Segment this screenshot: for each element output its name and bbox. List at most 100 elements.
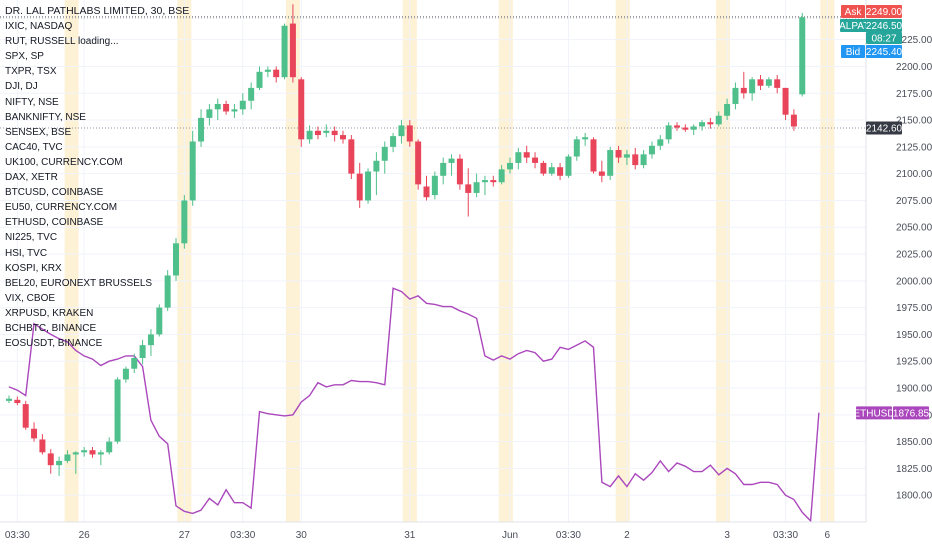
candle-body xyxy=(690,126,697,130)
watchlist-item[interactable]: TXPR, TSX xyxy=(5,66,57,78)
candle xyxy=(674,122,680,131)
candle-body xyxy=(264,69,271,72)
candle-body xyxy=(757,79,764,86)
watchlist-item[interactable]: NIFTY, NSE xyxy=(5,96,59,108)
watchlist-item[interactable]: CAC40, TVC xyxy=(5,141,63,153)
watchlist-item[interactable]: IXIC, NASDAQ xyxy=(5,21,73,33)
y-tick-label: 2000.00 xyxy=(896,276,932,287)
candle xyxy=(715,111,722,127)
watchlist-item[interactable]: ETHUSD, COINBASE xyxy=(5,217,104,229)
candle-body xyxy=(473,182,480,193)
candle xyxy=(373,152,380,196)
watchlist-item[interactable]: EU50, CURRENCY.COM xyxy=(5,202,118,214)
watchlist-item[interactable]: BANKNIFTY, NSE xyxy=(5,111,86,123)
last-price-label: 2142.60 xyxy=(866,123,903,134)
watchlist-item[interactable]: BTCUSD, COINBASE xyxy=(5,187,104,199)
watchlist-item[interactable]: BCHBTC, BINANCE xyxy=(5,322,97,334)
watchlist-item[interactable]: DAX, XETR xyxy=(5,172,58,184)
watchlist-item[interactable]: NI225, TVC xyxy=(5,232,58,244)
candle xyxy=(648,141,655,159)
candle-body xyxy=(765,79,772,86)
candle xyxy=(732,82,739,110)
candle xyxy=(481,175,488,196)
candle xyxy=(724,98,731,121)
candle xyxy=(314,126,321,140)
watchlist-item[interactable]: XRPUSD, KRAKEN xyxy=(5,307,94,319)
candle xyxy=(298,77,305,147)
candle-body xyxy=(6,398,12,401)
candle xyxy=(548,162,555,176)
watchlist-item[interactable]: SENSEX, BSE xyxy=(5,126,72,138)
candle xyxy=(707,117,714,129)
candle-body xyxy=(548,167,555,174)
candle xyxy=(690,124,697,136)
candle xyxy=(406,120,413,147)
reference-lines xyxy=(0,16,866,129)
ethusd-line xyxy=(8,287,820,523)
candle xyxy=(206,103,213,126)
candle xyxy=(47,449,54,474)
price-axis: 1800.001825.001850.001875.001900.001925.… xyxy=(865,0,932,550)
candle-body xyxy=(72,452,79,455)
watchlist-item[interactable]: EOSUSDT, BINANCE xyxy=(5,338,103,350)
candle xyxy=(498,165,505,185)
candle xyxy=(306,125,313,144)
candle-body xyxy=(665,125,672,140)
candle-body xyxy=(273,69,280,78)
watchlist-item[interactable]: RUT, RUSSELL loading... xyxy=(5,36,119,48)
candle-body xyxy=(181,200,188,244)
watchlist-item[interactable]: SPX, SP xyxy=(5,51,44,63)
candle-body xyxy=(139,345,146,359)
candle xyxy=(640,150,647,169)
y-tick-label: 1925.00 xyxy=(896,357,932,368)
watchlist-item[interactable]: KOSPI, KRX xyxy=(5,262,62,274)
watchlist-item[interactable]: DJI, DJ xyxy=(5,81,38,93)
candle-body xyxy=(715,115,722,125)
watchlist-item[interactable]: HSI, TVC xyxy=(5,247,48,259)
candle xyxy=(348,135,355,180)
candle xyxy=(97,450,104,466)
watchlist-item[interactable]: VIX, CBOE xyxy=(5,292,56,304)
candle xyxy=(340,130,346,144)
candle-body xyxy=(340,135,346,140)
candle-body xyxy=(532,157,539,163)
candle xyxy=(632,147,639,170)
candle-body xyxy=(131,358,138,369)
candle xyxy=(89,446,96,458)
candle xyxy=(39,434,46,455)
candle-body xyxy=(289,23,296,78)
candle xyxy=(231,103,238,118)
candle xyxy=(273,66,280,83)
candle-body xyxy=(106,441,113,453)
candle xyxy=(490,175,497,187)
candle-body xyxy=(573,139,580,157)
candle-body xyxy=(799,17,806,95)
candle xyxy=(598,160,605,183)
candle xyxy=(415,139,422,190)
x-tick-label: 27 xyxy=(179,530,191,541)
x-tick-label: 6 xyxy=(825,530,831,541)
candle-body xyxy=(565,156,572,176)
watchlist-item[interactable]: UK100, CURRENCY.COM xyxy=(5,156,123,168)
candle xyxy=(657,135,664,151)
candle-body xyxy=(31,428,38,439)
candle xyxy=(331,126,338,142)
candle-body xyxy=(740,87,747,94)
candle xyxy=(615,145,622,163)
session-band xyxy=(498,0,513,522)
bid-label-bg xyxy=(841,45,865,58)
grid-lines xyxy=(0,0,866,522)
candle-body xyxy=(582,137,589,140)
candle xyxy=(64,450,71,464)
watchlist-item[interactable]: BEL20, EURONEXT BRUSSELS xyxy=(5,277,153,289)
candle xyxy=(181,195,188,249)
candle-body xyxy=(114,379,121,442)
candle xyxy=(557,162,564,181)
bid-value: 2245.40 xyxy=(866,47,903,58)
candle-body xyxy=(381,146,388,161)
candle xyxy=(682,124,689,132)
candle-body xyxy=(39,439,46,453)
candle-body xyxy=(782,87,789,115)
candle-body xyxy=(415,141,422,185)
